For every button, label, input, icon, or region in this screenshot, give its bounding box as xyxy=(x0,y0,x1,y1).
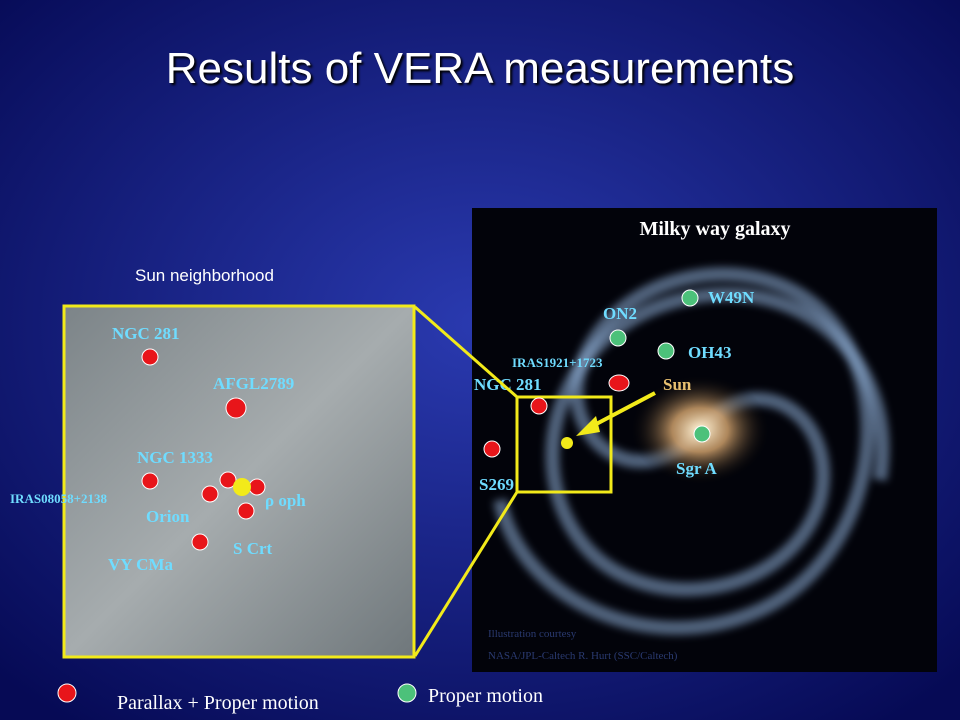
legend-label: Parallax + Proper motion xyxy=(117,692,319,714)
source-label: ρ oph xyxy=(265,491,306,510)
title: Results of VERA measurements xyxy=(166,44,794,93)
source-label: NGC 281 xyxy=(474,375,542,394)
source-label: Sgr A xyxy=(676,459,718,478)
source-label: S Crt xyxy=(233,539,273,558)
source-label: Sun xyxy=(663,375,692,394)
source-label: NGC 281 xyxy=(112,324,180,343)
galaxy-label: Milky way galaxy xyxy=(639,218,790,240)
source-label: W49N xyxy=(708,288,755,307)
source-label: OH43 xyxy=(688,343,731,362)
neighborhood-label: Sun neighborhood xyxy=(135,266,274,285)
credit: NASA/JPL-Caltech R. Hurt (SSC/Caltech) xyxy=(488,650,678,662)
legend: Parallax + Proper motion Proper motion xyxy=(57,683,543,714)
source-label: S269 xyxy=(479,475,514,494)
source-label: VY CMa xyxy=(108,555,173,574)
credit: Illustration courtesy xyxy=(488,628,577,640)
neighborhood-panel: NGC 281 AFGL2789 NGC 1333 IRAS08058+2138… xyxy=(10,304,416,659)
galaxy-panel: Milky way galaxy Illustration courtesy N… xyxy=(472,208,937,672)
source-label: IRAS08058+2138 xyxy=(10,491,107,506)
legend-label: Proper motion xyxy=(428,685,543,707)
source-label: IRAS1921+1723 xyxy=(512,355,603,370)
source-label: ON2 xyxy=(603,304,637,323)
source-label: AFGL2789 xyxy=(213,374,294,393)
source-label: Orion xyxy=(146,507,190,526)
source-label: NGC 1333 xyxy=(137,448,213,467)
